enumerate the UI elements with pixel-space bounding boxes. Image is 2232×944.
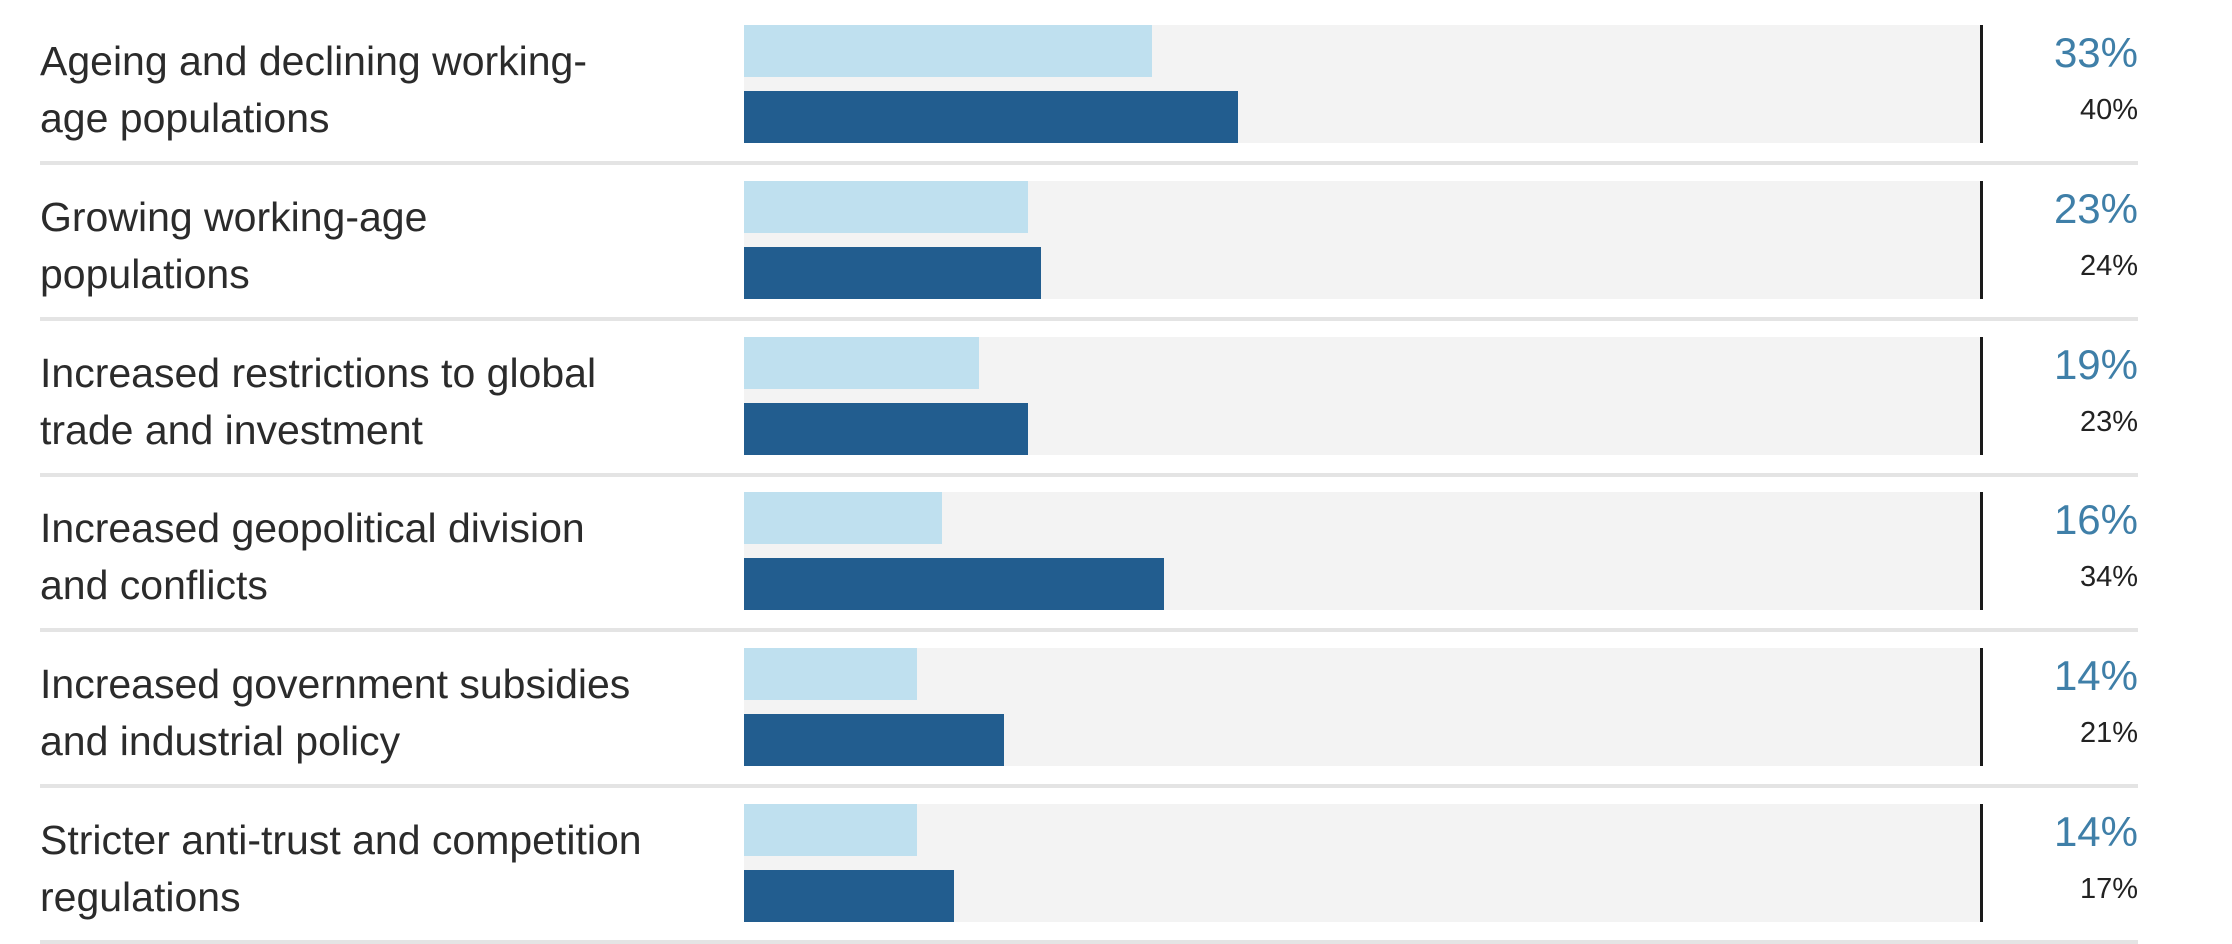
category-label-text: Increased geopolitical division and confl… bbox=[40, 500, 585, 614]
category-label-line: Increased restrictions to global bbox=[40, 349, 597, 396]
category-label: Ageing and declining working-age populat… bbox=[40, 15, 730, 165]
value-label-primary: 16% bbox=[2053, 496, 2138, 544]
chart-row: Increased geopolitical division and confl… bbox=[40, 482, 2138, 633]
category-label-line: Growing working-age bbox=[40, 193, 428, 240]
value-label-secondary: 40% bbox=[2079, 94, 2138, 126]
category-label-text: Increased restrictions to global trade an… bbox=[40, 345, 596, 459]
chart-row: Growing working-age populations 23% 24% bbox=[40, 171, 2138, 321]
bar-primary bbox=[744, 804, 918, 856]
value-label-primary: 33% bbox=[2053, 29, 2138, 76]
category-label-line: age populations bbox=[40, 95, 330, 141]
row-divider bbox=[40, 316, 2138, 321]
value-label-primary: 14% bbox=[2053, 652, 2138, 700]
bar-primary bbox=[744, 648, 918, 701]
row-divider bbox=[40, 161, 2138, 165]
value-label-primary: 19% bbox=[2053, 340, 2138, 388]
category-label-line: Increased geopolitical division bbox=[40, 505, 585, 552]
category-label-line: populations bbox=[40, 250, 250, 297]
category-label-line: trade and investment bbox=[40, 406, 423, 453]
bar-secondary bbox=[744, 714, 1004, 767]
category-label-line: and industrial policy bbox=[40, 718, 401, 765]
category-label-text: Increased government subsidies and indust… bbox=[40, 656, 630, 770]
bar-track bbox=[744, 492, 1980, 611]
end-axis-line bbox=[1980, 25, 1983, 143]
end-axis-line bbox=[1980, 648, 1983, 767]
category-label-line: and conflicts bbox=[40, 562, 268, 609]
chart-row: Ageing and declining working-age populat… bbox=[40, 15, 2138, 165]
value-label-secondary: 34% bbox=[2079, 561, 2138, 594]
category-label-text: Ageing and declining working-age populat… bbox=[40, 33, 587, 147]
bar-secondary bbox=[744, 870, 955, 922]
value-label-primary: 23% bbox=[2053, 184, 2138, 232]
category-label-text: Growing working-age populations bbox=[40, 189, 427, 303]
bar-secondary bbox=[744, 246, 1041, 299]
end-axis-line bbox=[1980, 180, 1983, 299]
category-label-text: Stricter anti-trust and competition regul… bbox=[40, 812, 642, 926]
row-divider bbox=[40, 784, 2138, 789]
row-divider bbox=[40, 472, 2138, 477]
bar-secondary bbox=[744, 91, 1239, 143]
bar-track bbox=[744, 804, 1980, 922]
bar-secondary bbox=[744, 558, 1165, 611]
category-label: Growing working-age populations bbox=[40, 171, 730, 321]
category-label: Increased geopolitical division and confl… bbox=[40, 482, 730, 632]
bar-primary bbox=[744, 180, 1029, 233]
bar-track bbox=[744, 180, 1980, 299]
row-divider bbox=[40, 940, 2138, 944]
chart-row: Stricter anti-trust and competition regul… bbox=[40, 794, 2138, 944]
category-label-line: Increased government subsidies bbox=[40, 661, 631, 708]
value-label-secondary: 21% bbox=[2079, 717, 2138, 750]
bar-primary bbox=[744, 336, 979, 389]
bar-primary bbox=[744, 492, 942, 545]
value-label-secondary: 23% bbox=[2079, 405, 2138, 438]
value-label-primary: 14% bbox=[2053, 808, 2138, 855]
bar-secondary bbox=[744, 402, 1029, 455]
end-axis-line bbox=[1980, 336, 1983, 455]
category-label: Stricter anti-trust and competition regul… bbox=[40, 794, 730, 944]
bar-track bbox=[744, 648, 1980, 767]
category-label: Increased government subsidies and indust… bbox=[40, 638, 730, 788]
end-axis-line bbox=[1980, 492, 1983, 611]
bar-primary bbox=[744, 25, 1152, 77]
end-axis-line bbox=[1980, 804, 1983, 922]
bar-track bbox=[744, 25, 1980, 143]
bar-track bbox=[744, 336, 1980, 455]
value-label-secondary: 24% bbox=[2079, 249, 2138, 282]
row-divider bbox=[40, 628, 2138, 633]
category-label-line: Stricter anti-trust and competition bbox=[40, 817, 642, 863]
category-label: Increased restrictions to global trade an… bbox=[40, 327, 730, 477]
category-label-line: regulations bbox=[40, 874, 241, 920]
category-label-line: Ageing and declining working- bbox=[40, 38, 588, 84]
value-label-secondary: 17% bbox=[2079, 873, 2138, 905]
chart-row: Increased restrictions to global trade an… bbox=[40, 327, 2138, 477]
chart-row: Increased government subsidies and indust… bbox=[40, 638, 2138, 789]
